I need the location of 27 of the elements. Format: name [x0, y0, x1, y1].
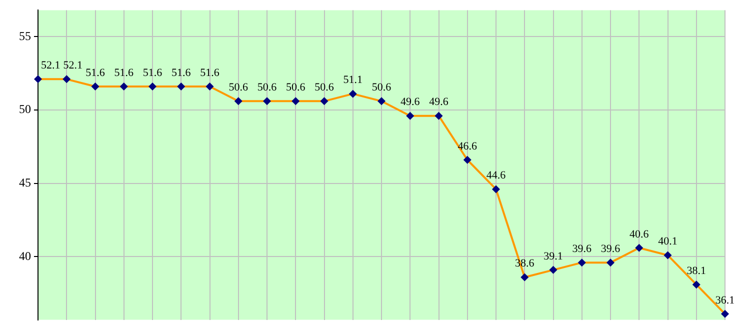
data-label: 51.6 [200, 66, 220, 79]
data-label: 50.6 [314, 82, 334, 94]
data-label: 50.6 [228, 82, 248, 94]
data-label: 51.6 [172, 66, 192, 79]
data-label: 38.1 [686, 264, 706, 277]
data-label: 39.6 [600, 242, 621, 255]
data-label: 49.6 [429, 96, 449, 108]
data-label: 50.6 [257, 82, 278, 94]
data-label: 51.6 [142, 66, 163, 79]
data-label: 51.6 [86, 66, 106, 79]
data-label: 44.6 [486, 170, 506, 182]
data-label: 51.6 [114, 66, 134, 79]
data-label: 51.1 [343, 74, 362, 86]
data-label: 36.1 [715, 294, 735, 306]
data-label: 39.6 [572, 242, 592, 255]
data-label: 50.6 [372, 82, 392, 94]
y-tick-label: 55 [19, 28, 31, 43]
y-tick-label: 50 [19, 102, 31, 116]
data-label: 40.6 [630, 228, 650, 240]
y-tick-label: 45 [19, 175, 31, 190]
data-label: 39.1 [544, 250, 563, 262]
data-label: 52.1 [63, 60, 82, 72]
data-label: 49.6 [400, 96, 420, 108]
y-tick-label: 40 [19, 248, 31, 263]
data-label: 50.6 [286, 82, 306, 94]
data-label: 52.1 [41, 60, 60, 72]
data-label: 40.1 [658, 236, 678, 248]
